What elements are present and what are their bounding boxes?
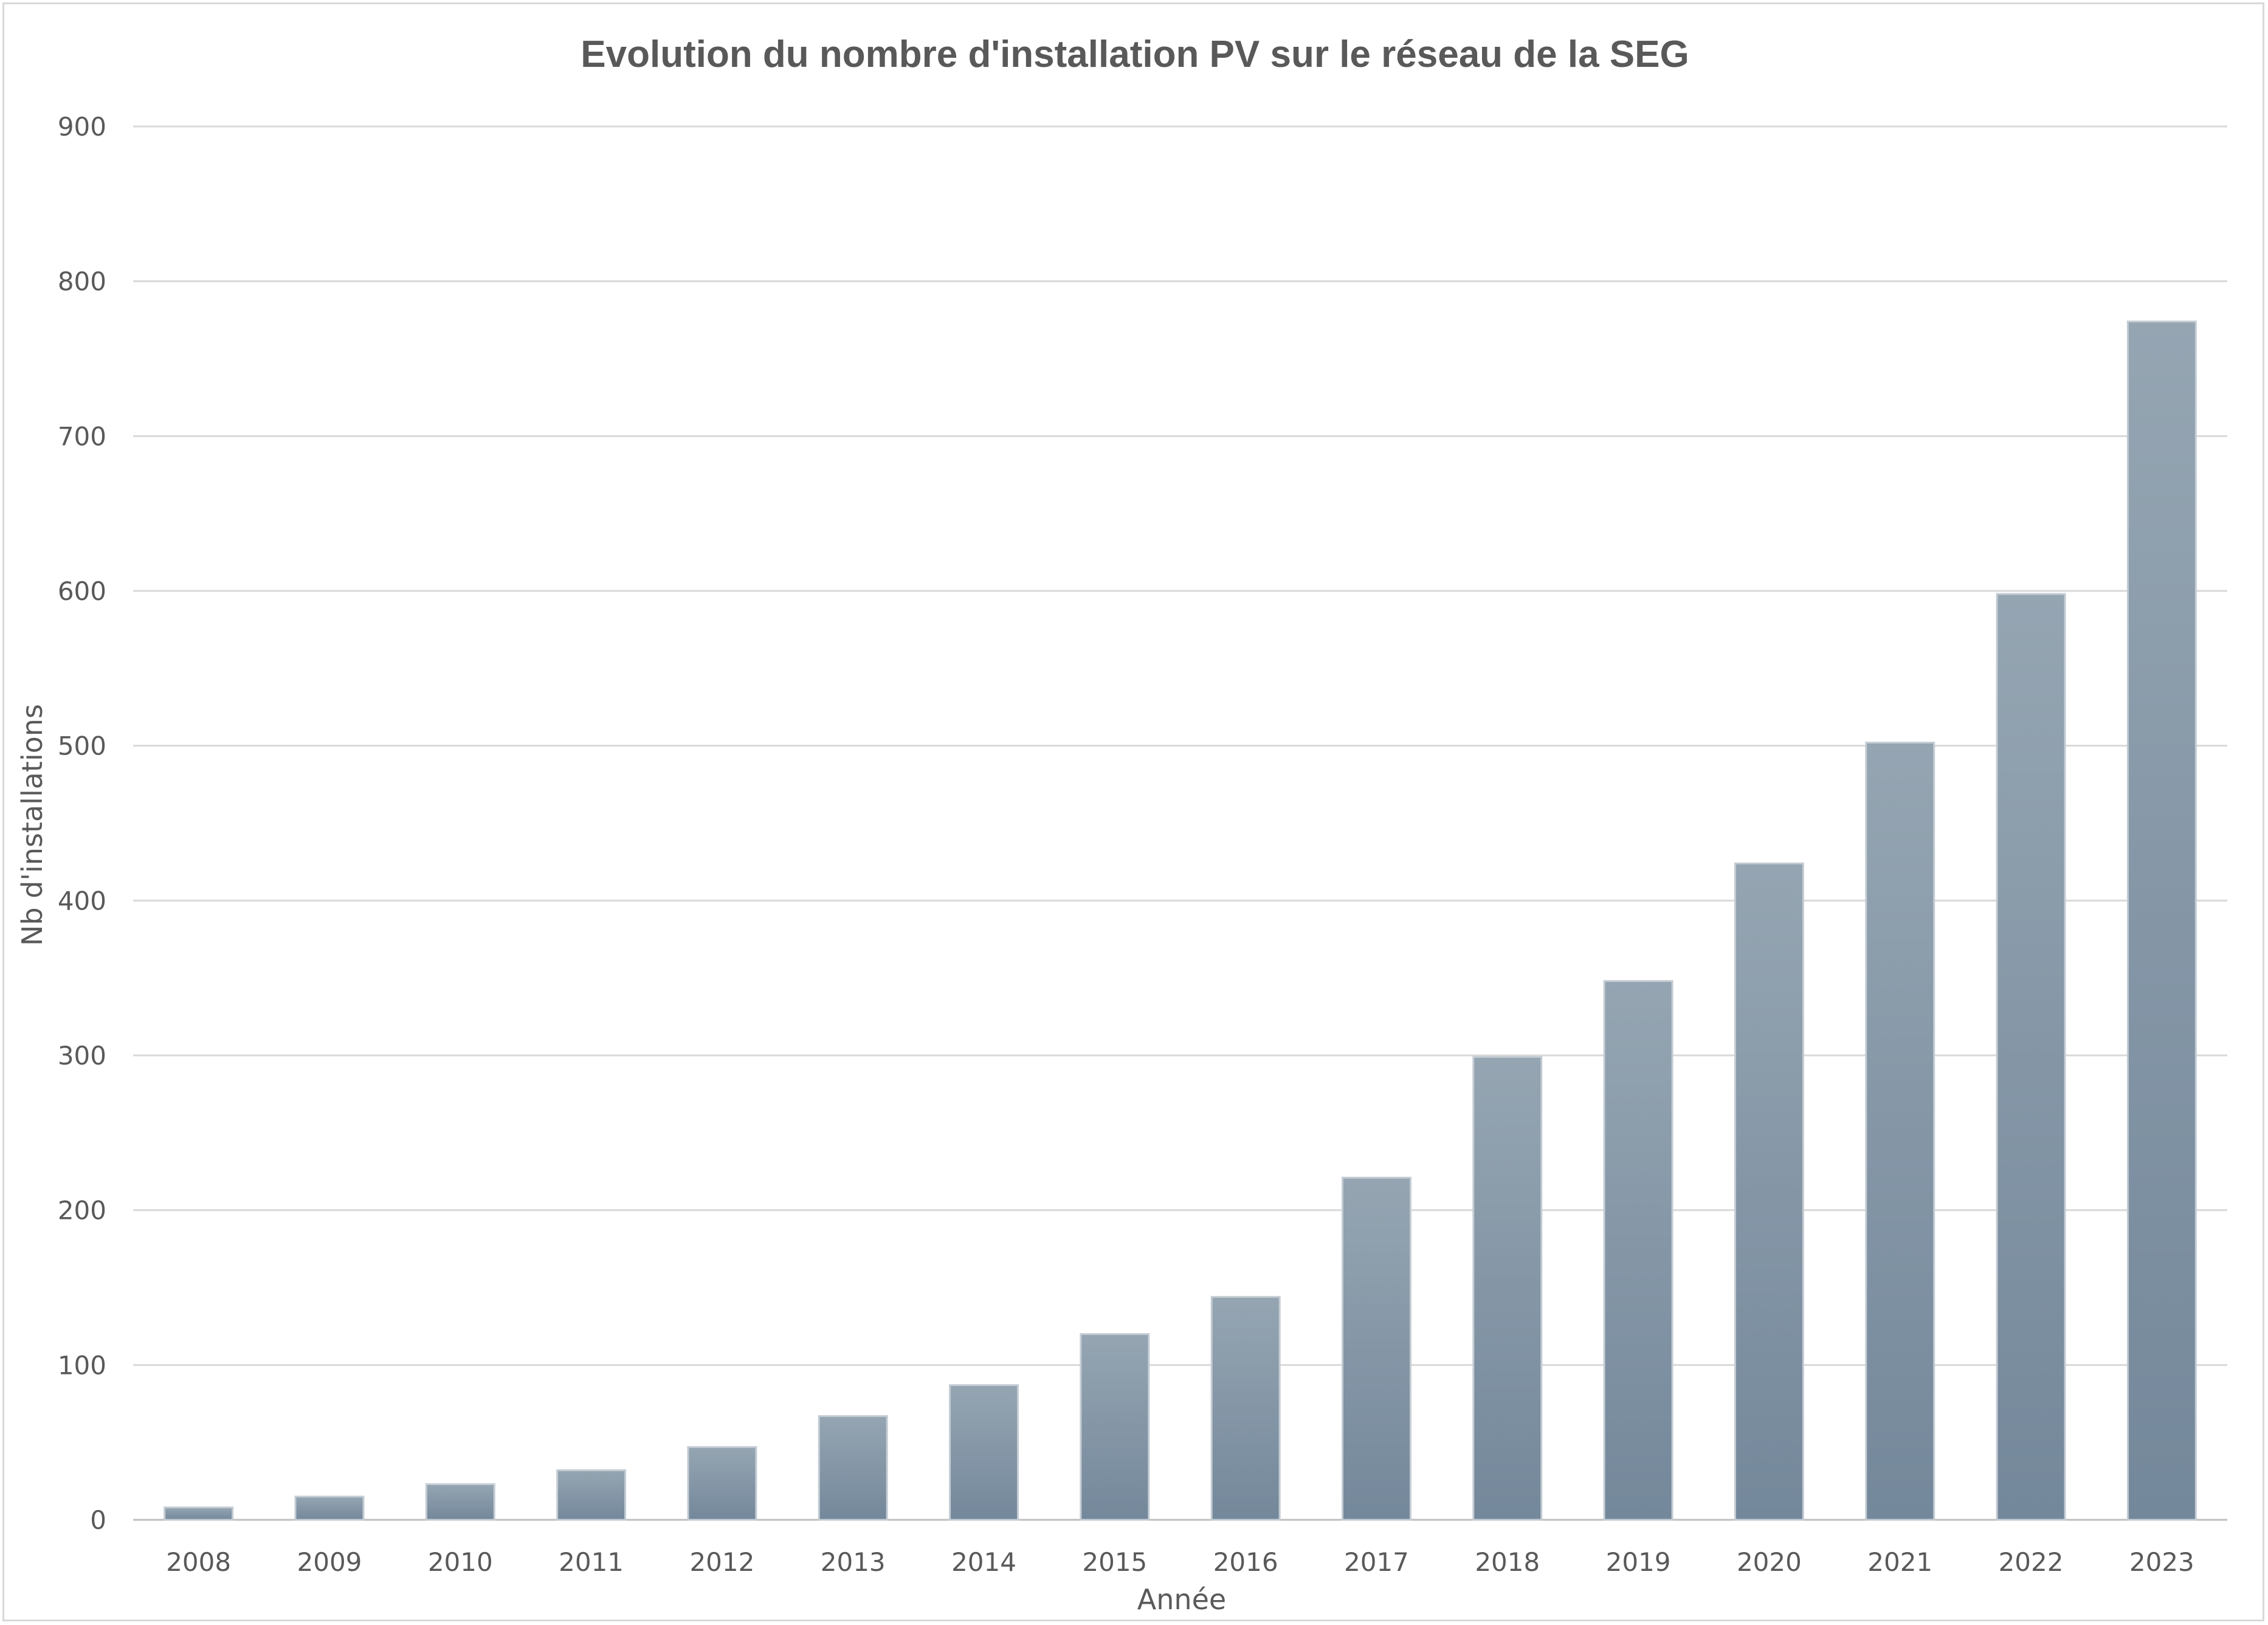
y-tick-label: 500	[58, 731, 106, 761]
x-tick-label: 2020	[1737, 1547, 1802, 1577]
bar-2012	[687, 1446, 757, 1521]
x-tick-label: 2012	[689, 1547, 754, 1577]
x-tick-label: 2013	[821, 1547, 886, 1577]
x-axis-label: Année	[1137, 1583, 1226, 1616]
chart-title: Evolution du nombre d'installation PV su…	[581, 33, 1689, 75]
bar-2017	[1341, 1176, 1411, 1521]
y-axis-ticks: 0 100 200 300 400 500 600 700 800 900	[58, 112, 106, 1535]
bar-2021	[1865, 742, 1935, 1521]
bar-2011	[556, 1469, 627, 1521]
y-tick-label: 200	[58, 1196, 106, 1226]
x-tick-label: 2011	[559, 1547, 624, 1577]
bar-2019	[1603, 980, 1673, 1521]
x-tick-label: 2017	[1344, 1547, 1409, 1577]
bars	[164, 320, 2197, 1521]
bar-2015	[1080, 1333, 1150, 1521]
bar-2016	[1210, 1296, 1281, 1521]
bar-2022	[1996, 593, 2066, 1521]
x-tick-label: 2010	[428, 1547, 493, 1577]
x-axis-ticks: 2008 2009 2010 2011 2012 2013 2014 2015 2016 2017…	[166, 1547, 2194, 1577]
bar-2018	[1472, 1056, 1543, 1521]
x-tick-label: 2023	[2129, 1547, 2194, 1577]
x-tick-label: 2014	[951, 1547, 1016, 1577]
bar-2020	[1734, 862, 1804, 1521]
y-tick-label: 700	[58, 421, 106, 451]
x-tick-label: 2015	[1082, 1547, 1147, 1577]
x-tick-label: 2022	[1999, 1547, 2064, 1577]
bar-2009	[294, 1496, 365, 1521]
x-tick-label: 2009	[297, 1547, 362, 1577]
y-tick-label: 400	[58, 886, 106, 916]
bar-2010	[425, 1483, 495, 1521]
bar-2008	[164, 1506, 234, 1521]
bar-2023	[2126, 320, 2197, 1521]
y-tick-label: 0	[90, 1505, 106, 1535]
y-tick-label: 900	[58, 112, 106, 142]
x-tick-label: 2008	[166, 1547, 231, 1577]
x-tick-label: 2018	[1475, 1547, 1540, 1577]
y-tick-label: 600	[58, 576, 106, 606]
bar-2014	[949, 1384, 1019, 1521]
y-tick-label: 300	[58, 1041, 106, 1071]
x-tick-label: 2016	[1213, 1547, 1278, 1577]
y-tick-label: 100	[58, 1350, 106, 1380]
x-tick-label: 2019	[1606, 1547, 1671, 1577]
bar-2013	[818, 1415, 888, 1521]
bar-chart: Evolution du nombre d'installation PV su…	[16, 33, 2227, 1616]
y-axis-label: Nb d'installations	[16, 704, 49, 946]
x-tick-label: 2021	[1867, 1547, 1932, 1577]
y-tick-label: 800	[58, 267, 106, 297]
